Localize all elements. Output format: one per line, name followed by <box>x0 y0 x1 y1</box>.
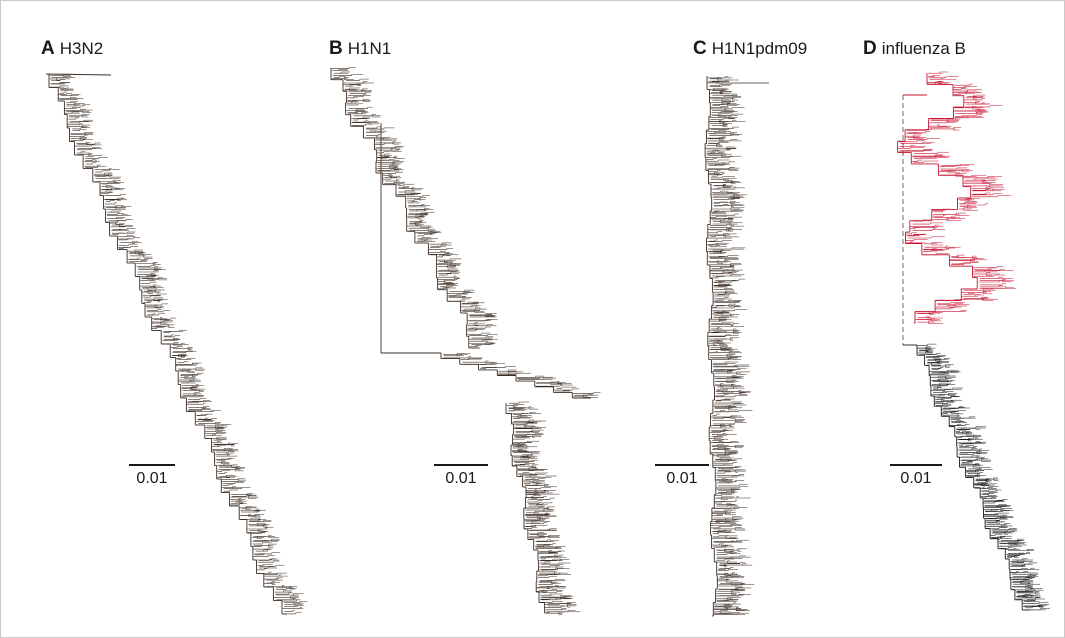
scale-bar-c-label: 0.01 <box>666 470 698 487</box>
scale-bar-b: 0.01 <box>434 464 488 488</box>
panel-c-title: C H1N1pdm09 <box>693 38 807 60</box>
panel-b-name: H1N1 <box>347 39 392 58</box>
panel-a-title: A H3N2 <box>41 38 103 60</box>
tree-h3n2 <box>45 73 308 615</box>
panel-a-letter: A <box>41 38 55 59</box>
panel-d-name: influenza B <box>881 39 966 58</box>
scale-bar-c-line <box>655 464 709 466</box>
scale-bar-a-label: 0.01 <box>136 470 168 487</box>
panel-c-name: H1N1pdm09 <box>711 39 808 58</box>
scale-bar-a-line <box>129 464 175 466</box>
scale-bar-a: 0.01 <box>129 464 175 488</box>
panel-d-letter: D <box>863 38 877 59</box>
panel-b-letter: B <box>329 38 343 59</box>
tree-influenza-b <box>897 71 1050 611</box>
panel-b-title: B H1N1 <box>329 38 391 60</box>
scale-bar-b-line <box>434 464 488 466</box>
panel-c-letter: C <box>693 38 707 59</box>
tree-h1n1pdm09 <box>704 76 769 617</box>
panel-a-name: H3N2 <box>59 39 104 58</box>
scale-bar-b-label: 0.01 <box>445 470 477 487</box>
scale-bar-c: 0.01 <box>655 464 709 488</box>
tree-h1n1 <box>330 67 601 615</box>
tree-branch <box>45 73 112 76</box>
